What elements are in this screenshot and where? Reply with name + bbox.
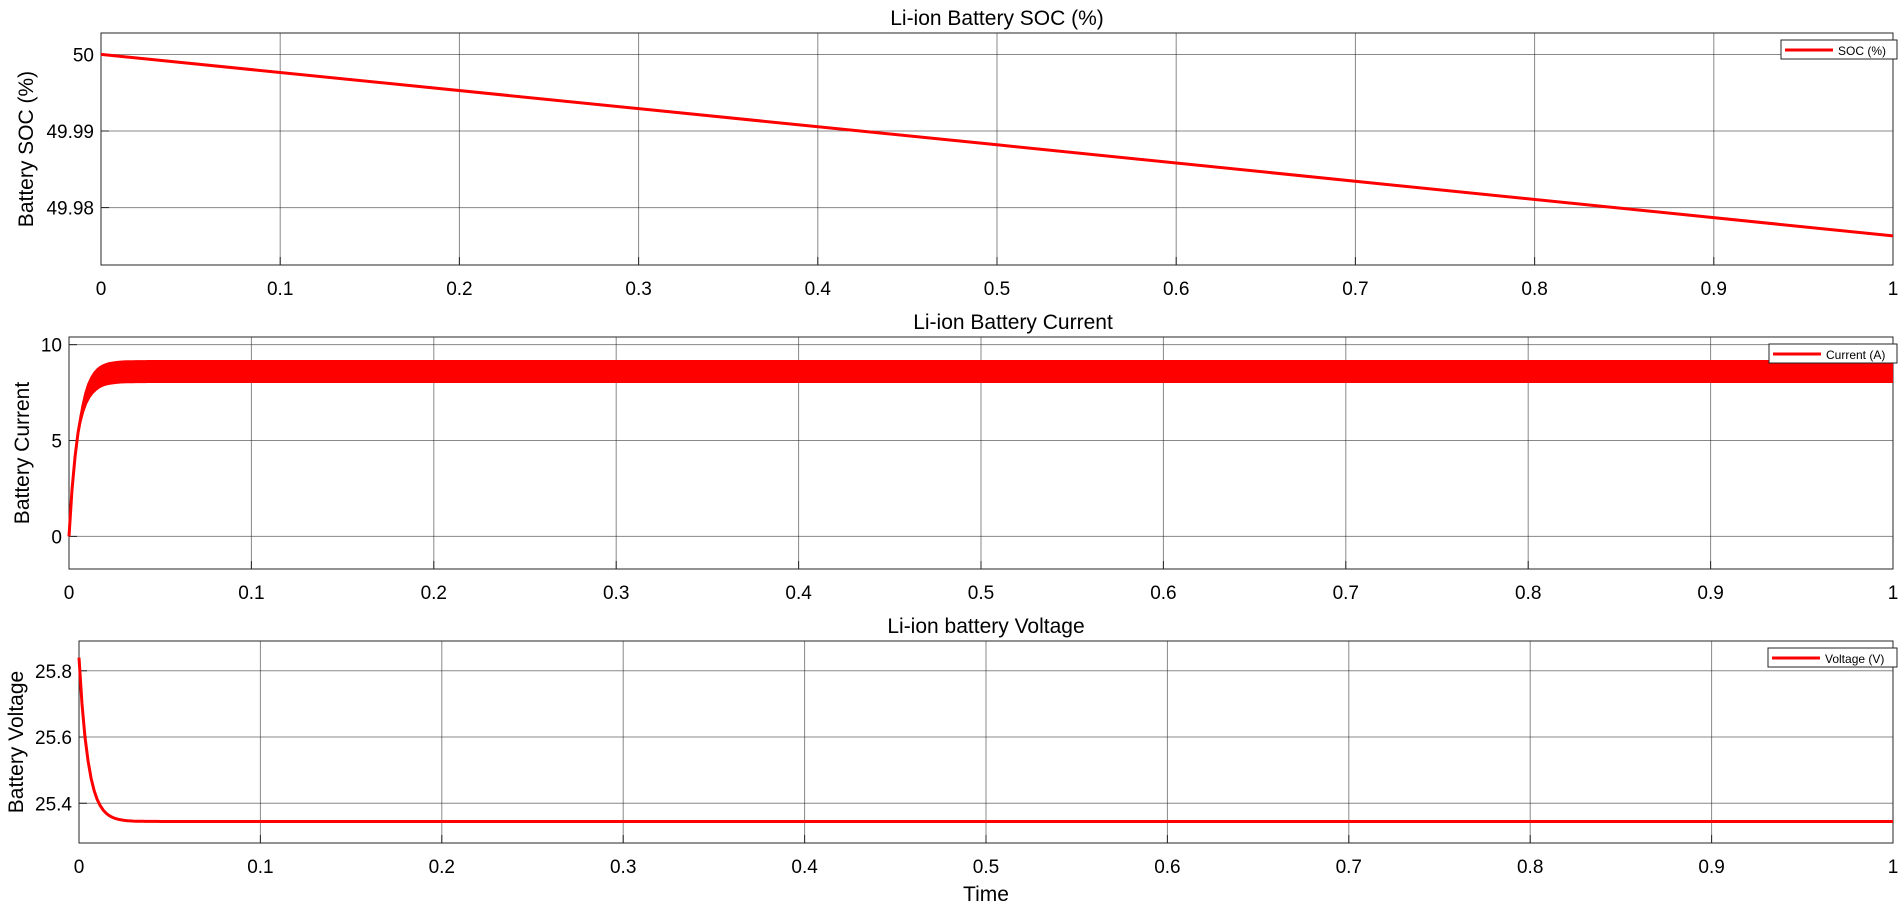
soc-x-tick-label: 0: [96, 279, 107, 300]
voltage-x-tick-label: 0: [74, 857, 85, 878]
soc-x-tick-labels: 0 0.1 0.2 0.3 0.4 0.5 0.6 0.7 0.8 0.9 1: [96, 279, 1899, 300]
current-legend-label: Current (A): [1826, 348, 1885, 362]
soc-x-tick-label: 0.1: [267, 279, 293, 300]
soc-series-line: [100, 52, 1894, 238]
current-x-tick-label: 0.8: [1515, 583, 1541, 604]
voltage-y-tick-label: 25.6: [35, 728, 72, 749]
current-legend-box: [1768, 343, 1898, 364]
voltage-x-tick-label: 0.6: [1154, 857, 1180, 878]
voltage-y-tick-labels: 25.4 25.6 25.8: [35, 662, 72, 815]
soc-y-grid: [101, 53, 1893, 209]
current-y-tick-label: 10: [41, 336, 62, 357]
voltage-x-tick-label: 0.2: [429, 857, 455, 878]
soc-x-tick-label: 0.3: [625, 279, 651, 300]
soc-panel: 0 0.1 0.2 0.3 0.4 0.5 0.6 0.7 0.8 0.9 1 49.98 49.99…: [15, 7, 1898, 300]
current-x-tick-label: 0.7: [1333, 583, 1359, 604]
current-x-tick-label: 0: [64, 583, 75, 604]
current-x-tick-label: 0.1: [238, 583, 264, 604]
voltage-x-tick-label: 0.8: [1517, 857, 1543, 878]
current-series-line: [67, 370, 1893, 537]
current-x-tick-label: 0.4: [785, 583, 812, 604]
voltage-x-tick-label: 0.1: [247, 857, 273, 878]
voltage-y-tick-label: 25.8: [35, 662, 72, 683]
voltage-x-tick-label: 0.3: [610, 857, 636, 878]
current-x-tick-label: 0.3: [603, 583, 629, 604]
voltage-series-line: [77, 657, 1893, 823]
current-y-tick-labels: 0 5 10: [41, 336, 62, 549]
voltage-x-grid: [78, 641, 1894, 843]
soc-x-tick-label: 0.2: [446, 279, 472, 300]
current-x-tick-label: 0.2: [421, 583, 447, 604]
current-x-tick-label: 0.6: [1150, 583, 1176, 604]
current-legend: Current (A): [1768, 343, 1898, 364]
soc-x-tick-label: 0.4: [805, 279, 832, 300]
soc-x-tick-label: 0.9: [1701, 279, 1727, 300]
voltage-y-axis-label: Battery Voltage: [5, 671, 28, 813]
current-y-tick-label: 5: [51, 432, 62, 453]
soc-legend: SOC (%): [1780, 39, 1898, 60]
soc-chart-title: Li-ion Battery SOC (%): [890, 7, 1104, 30]
voltage-x-tick-label: 0.9: [1698, 857, 1724, 878]
soc-legend-box: [1780, 39, 1898, 60]
current-y-axis-label: Battery Current: [11, 382, 34, 525]
soc-y-tick-labels: 49.98 49.99 50: [46, 45, 94, 219]
voltage-x-tick-label: 0.5: [973, 857, 999, 878]
soc-y-tick-label: 49.99: [46, 122, 94, 143]
voltage-x-tick-label: 0.4: [791, 857, 818, 878]
soc-x-tick-label: 0.7: [1342, 279, 1368, 300]
voltage-x-tick-labels: 0 0.1 0.2 0.3 0.4 0.5 0.6 0.7 0.8 0.9 1: [74, 857, 1899, 878]
voltage-legend-label: Voltage (V): [1825, 652, 1884, 666]
soc-x-tick-label: 0.6: [1163, 279, 1189, 300]
current-x-tick-label: 0.9: [1697, 583, 1723, 604]
voltage-x-tick-label: 1: [1888, 857, 1899, 878]
current-panel: 0 0.1 0.2 0.3 0.4 0.5 0.6 0.7 0.8 0.9 1 0 5 10 Li-io…: [11, 311, 1898, 604]
current-x-tick-label: 0.5: [968, 583, 994, 604]
voltage-chart-title: Li-ion battery Voltage: [887, 615, 1084, 638]
voltage-legend: Voltage (V): [1767, 647, 1898, 668]
current-x-tick-labels: 0 0.1 0.2 0.3 0.4 0.5 0.6 0.7 0.8 0.9 1: [64, 583, 1899, 604]
voltage-y-grid: [79, 670, 1893, 804]
voltage-x-axis-label: Time: [963, 883, 1009, 906]
current-y-tick-label: 0: [51, 527, 62, 548]
soc-x-tick-label: 0.8: [1521, 279, 1547, 300]
soc-x-tick-label: 1: [1888, 279, 1899, 300]
current-ripple-band: [69, 360, 1893, 537]
current-x-tick-label: 1: [1888, 583, 1899, 604]
voltage-legend-box: [1767, 647, 1898, 668]
soc-x-grid: [100, 33, 1894, 265]
soc-y-tick-label: 50: [73, 45, 94, 66]
soc-legend-label: SOC (%): [1838, 44, 1886, 58]
soc-y-tick-label: 49.98: [46, 199, 94, 220]
voltage-y-tick-label: 25.4: [35, 794, 72, 815]
soc-x-tick-label: 0.5: [984, 279, 1010, 300]
soc-y-axis-label: Battery SOC (%): [15, 71, 38, 227]
voltage-x-tick-label: 0.7: [1336, 857, 1362, 878]
current-y-grid: [69, 344, 1893, 537]
voltage-panel: 0 0.1 0.2 0.3 0.4 0.5 0.6 0.7 0.8 0.9 1 25.425.625…: [5, 615, 1898, 906]
current-chart-title: Li-ion Battery Current: [913, 311, 1113, 334]
